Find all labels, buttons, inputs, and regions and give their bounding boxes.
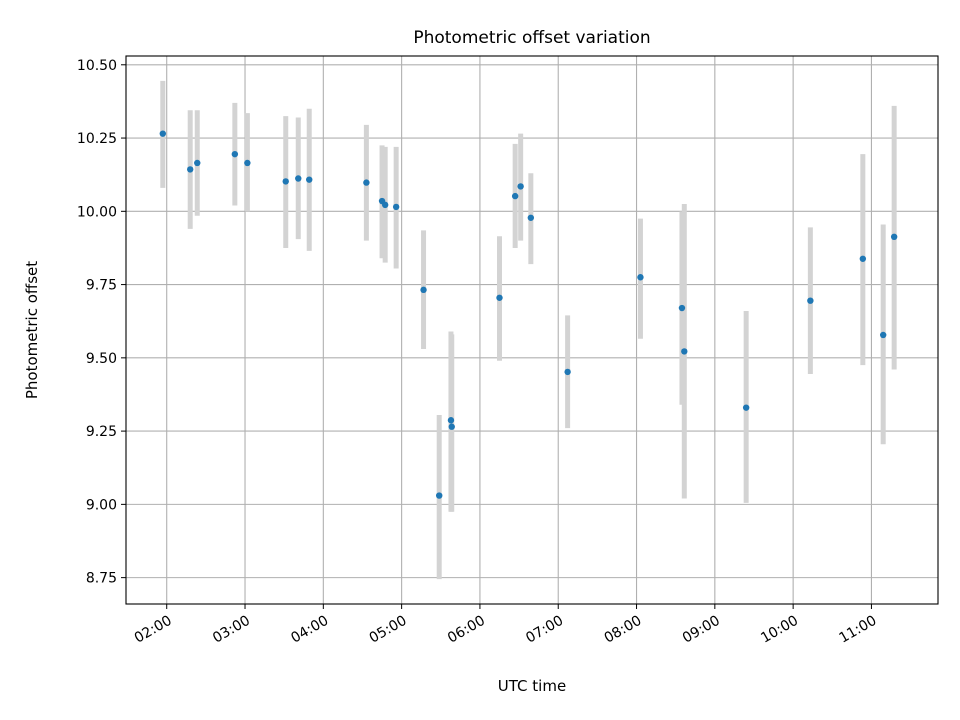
data-point [231, 150, 239, 158]
data-point [742, 404, 750, 411]
y-tick-label: 9.75 [86, 278, 117, 294]
y-tick-label: 9.25 [86, 424, 117, 440]
data-point [681, 348, 688, 355]
x-tick-label: 08:00 [602, 613, 645, 647]
data-point [517, 183, 524, 190]
data-point [859, 255, 867, 262]
data-point [637, 274, 644, 281]
data-point [244, 159, 251, 167]
x-axis: 02:00 03:00 04:00 05:00 06:00 07:00 08:00 09:00… [132, 604, 879, 647]
data-point [381, 201, 389, 209]
data-point [187, 166, 194, 173]
x-tick-label: 04:00 [288, 613, 331, 647]
x-tick-label: 03:00 [210, 613, 253, 647]
x-tick-label: 05:00 [367, 613, 410, 647]
y-tick-label: 10.00 [77, 204, 117, 220]
x-tick-label: 02:00 [132, 613, 175, 647]
data-point [678, 304, 686, 312]
y-tick-label: 10.25 [77, 131, 117, 147]
data-point [306, 176, 313, 183]
y-tick-label: 8.75 [86, 571, 117, 587]
y-axis: 8.75 9.00 9.25 9.50 9.75 10.00 10.25 10.50 [77, 58, 126, 587]
chart-title: Photometric offset variation [413, 28, 650, 48]
x-tick-label: 11:00 [836, 613, 879, 647]
data-point [807, 297, 814, 304]
data-point [436, 492, 443, 499]
data-point [447, 417, 455, 424]
data-point [159, 130, 167, 137]
y-tick-label: 9.00 [86, 497, 117, 513]
data-points [159, 130, 898, 499]
data-point [282, 178, 289, 185]
data-point [295, 175, 302, 182]
y-axis-label: Photometric offset [23, 261, 41, 399]
data-point [879, 331, 887, 339]
x-tick-label: 07:00 [523, 613, 566, 647]
x-axis-label: UTC time [498, 677, 566, 695]
data-point [496, 294, 503, 301]
x-tick-label: 06:00 [445, 613, 488, 647]
data-point [448, 423, 455, 430]
data-point [420, 286, 427, 294]
data-point [511, 192, 519, 200]
y-tick-label: 9.50 [86, 351, 117, 367]
data-point [392, 203, 400, 211]
data-point [527, 214, 535, 221]
data-point [363, 179, 370, 186]
data-point [890, 233, 898, 241]
data-point [564, 368, 571, 376]
plot-frame [125, 55, 939, 605]
x-tick-label: 10:00 [758, 613, 801, 647]
data-point [194, 159, 201, 167]
grid-lines [126, 56, 938, 604]
x-tick-label: 09:00 [680, 613, 723, 647]
y-tick-label: 10.50 [77, 58, 117, 74]
